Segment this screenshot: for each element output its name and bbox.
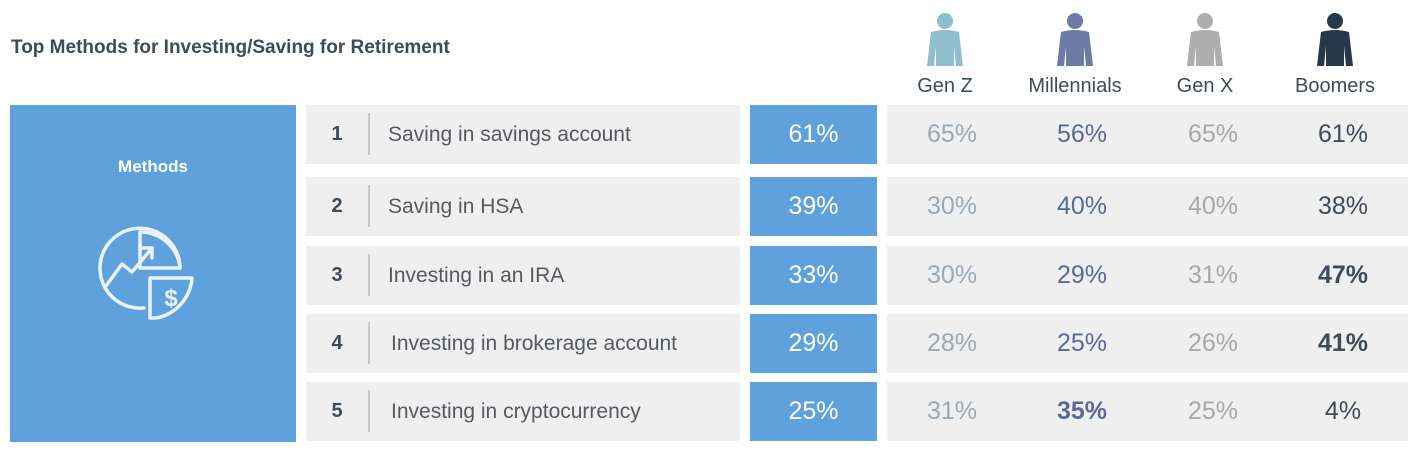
table-row: 5 Investing in cryptocurrency 25% 31% 35% 25%… (0, 382, 1418, 441)
table-row: 1 Saving in savings account 61% 65% 56% 65% 61… (0, 105, 1418, 164)
boomers-header: Boomers (1270, 12, 1400, 98)
overall-value: 61% (750, 105, 877, 164)
table-row: 2 Saving in HSA 39% 30% 40% 40% 38% (0, 177, 1418, 236)
rank-number: 3 (331, 264, 343, 286)
boomers-value: 61% (1317, 120, 1369, 148)
generation-values: 31% 35% 25% 4% (887, 382, 1408, 441)
gen-z-label: Gen Z (917, 75, 973, 97)
boomers-value: 41% (1317, 329, 1369, 357)
generation-values: 30% 29% 31% 47% (887, 246, 1408, 305)
generation-values: 65% 56% 65% 61% (887, 105, 1408, 164)
millennials-value: 25% (1056, 329, 1108, 357)
millennials-value: 29% (1056, 261, 1108, 289)
rank-number: 1 (331, 123, 343, 145)
method-label: Investing in an IRA (388, 264, 565, 287)
gen-x-value: 26% (1187, 329, 1239, 357)
person-icon (927, 13, 963, 66)
millennials-value: 40% (1056, 192, 1108, 220)
divider (368, 113, 370, 155)
table-row: 4 Investing in brokerage account 29% 28% 25%… (0, 314, 1418, 373)
growth-chart-dollar-icon: $ (98, 226, 194, 320)
boomers-value: 4% (1324, 397, 1362, 425)
person-icon (1187, 13, 1223, 66)
method-cell: 1 Saving in savings account (306, 105, 740, 164)
rank-number: 2 (331, 195, 343, 217)
method-cell: 2 Saving in HSA (306, 177, 740, 236)
rank-number: 5 (331, 400, 343, 422)
gen-z-value: 28% (926, 329, 978, 357)
chart-title: Top Methods for Investing/Saving for Ret… (11, 37, 450, 58)
generation-values: 30% 40% 40% 38% (887, 177, 1408, 236)
divider (368, 185, 370, 227)
generation-values: 28% 25% 26% 41% (887, 314, 1408, 373)
millennials-label: Millennials (1028, 75, 1122, 97)
divider (368, 322, 370, 364)
gen-x-label: Gen X (1176, 75, 1234, 97)
millennials-value: 35% (1056, 397, 1108, 425)
boomers-value: 38% (1317, 192, 1369, 220)
gen-z-header: Gen Z (880, 12, 1010, 98)
gen-z-value: 31% (926, 397, 978, 425)
gen-x-value: 40% (1187, 192, 1239, 220)
svg-text:$: $ (164, 285, 178, 312)
gen-x-header: Gen X (1140, 12, 1270, 98)
rank-number: 4 (331, 332, 343, 354)
overall-value: 39% (750, 177, 877, 236)
boomers-value: 47% (1317, 261, 1369, 289)
divider (368, 254, 370, 296)
overall-value: 33% (750, 246, 877, 305)
table-row: 3 Investing in an IRA 33% 30% 29% 31% 47% (0, 246, 1418, 305)
method-label: Investing in cryptocurrency (391, 400, 641, 423)
method-label: Saving in savings account (388, 123, 631, 146)
gen-x-value: 31% (1187, 261, 1239, 289)
boomers-label: Boomers (1294, 75, 1376, 97)
method-cell: 5 Investing in cryptocurrency (306, 382, 740, 441)
millennials-header: Millennials (1010, 12, 1140, 98)
millennials-value: 56% (1056, 120, 1108, 148)
method-label: Saving in HSA (388, 195, 524, 218)
methods-panel: Methods $ (10, 105, 296, 442)
gen-x-value: 65% (1187, 120, 1239, 148)
person-icon (1317, 13, 1353, 66)
gen-z-value: 65% (926, 120, 978, 148)
method-cell: 3 Investing in an IRA (306, 246, 740, 305)
gen-x-value: 25% (1187, 397, 1239, 425)
overall-value: 29% (750, 314, 877, 373)
gen-z-value: 30% (926, 192, 978, 220)
methods-label: Methods (118, 157, 188, 176)
method-cell: 4 Investing in brokerage account (306, 314, 740, 373)
overall-value: 25% (750, 382, 877, 441)
gen-z-value: 30% (926, 261, 978, 289)
person-icon (1057, 13, 1093, 66)
method-label: Investing in brokerage account (391, 332, 678, 355)
divider (368, 390, 370, 432)
